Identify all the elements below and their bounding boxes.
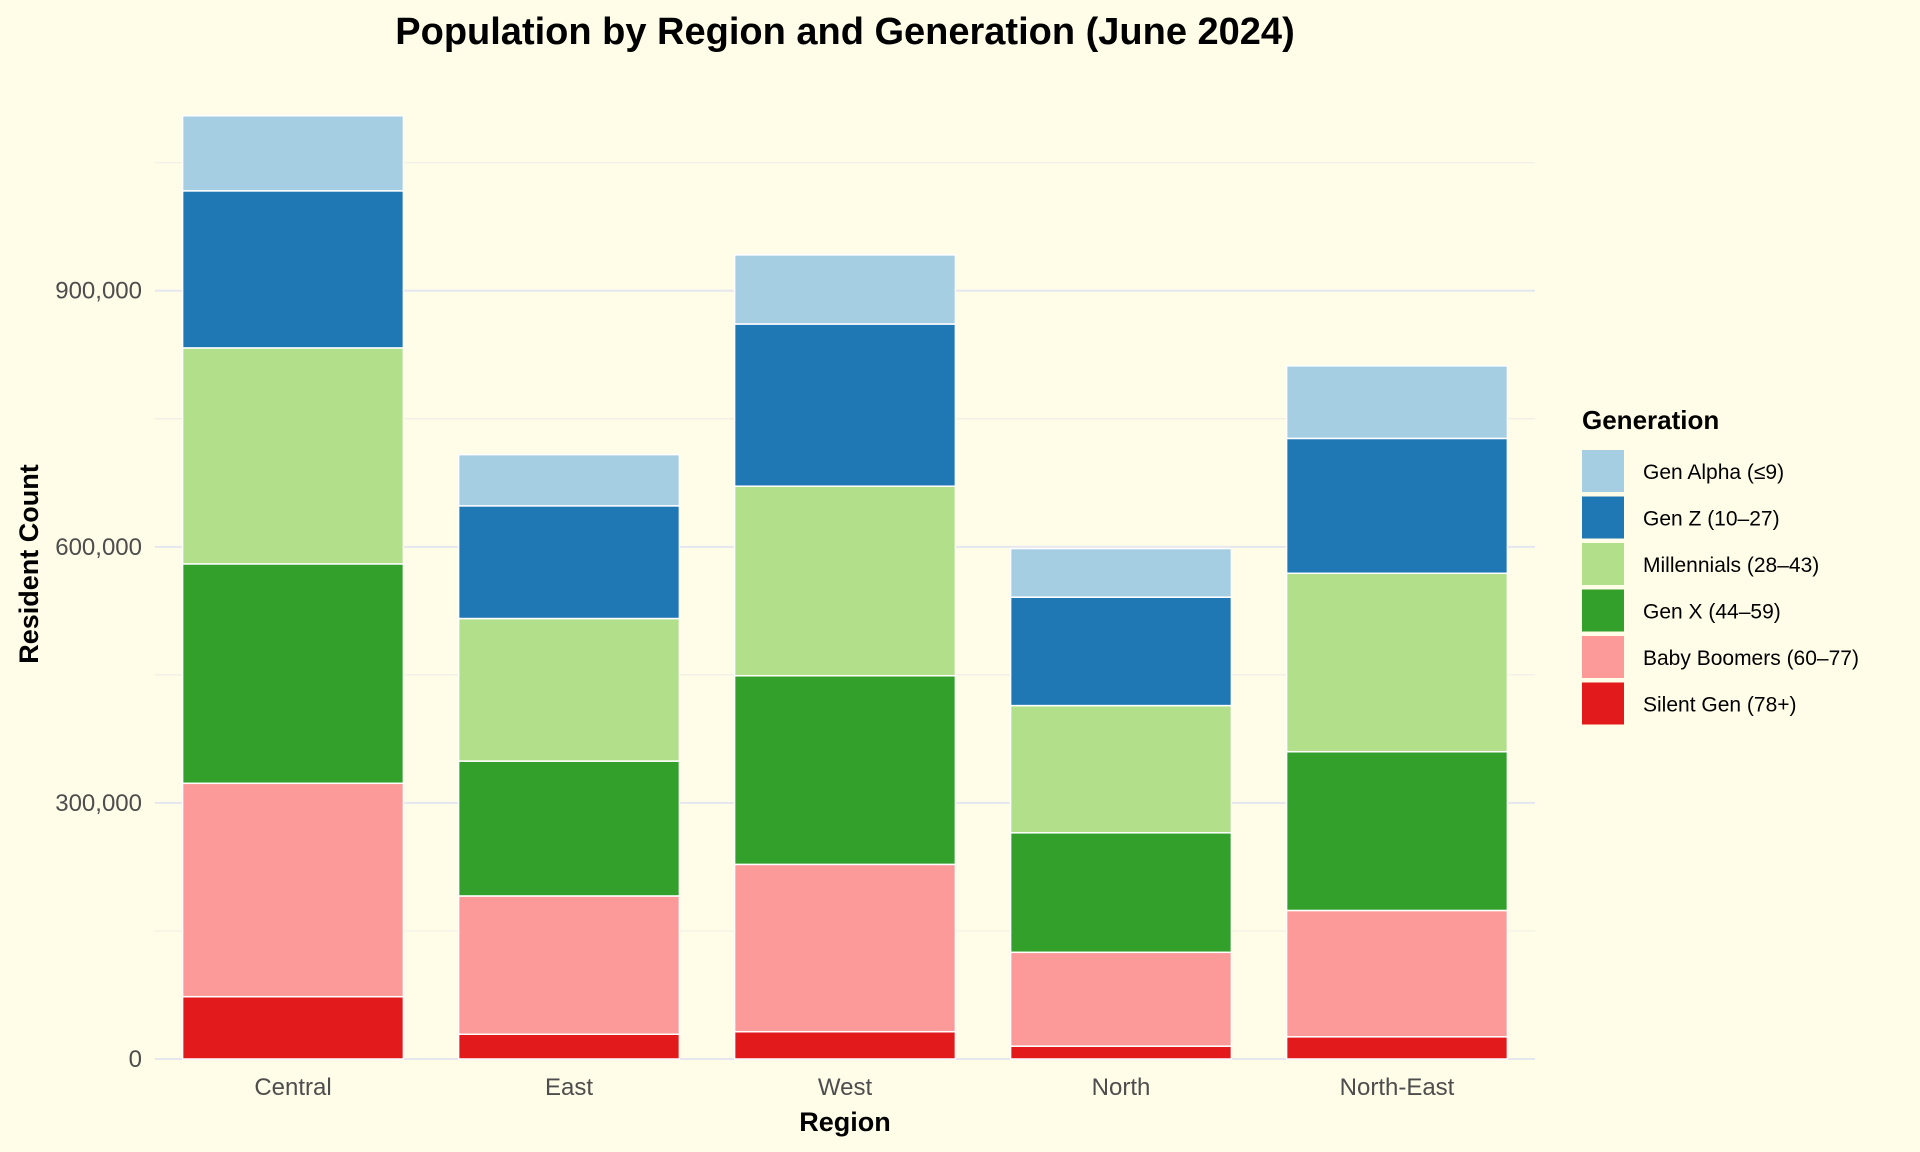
bar-segment bbox=[1009, 596, 1233, 707]
bar-stack-central bbox=[181, 114, 405, 1060]
y-tick-label: 900,000 bbox=[55, 278, 142, 305]
bar-segment bbox=[1285, 572, 1509, 753]
bar-segment bbox=[1009, 1045, 1233, 1060]
bar-segment bbox=[1285, 437, 1509, 575]
legend-swatch bbox=[1582, 589, 1624, 632]
chart-title: Population by Region and Generation (Jun… bbox=[395, 11, 1294, 53]
x-axis-ticks: Central East West North North-East bbox=[254, 1074, 1454, 1101]
legend-item: Gen Z (10–27) bbox=[1582, 496, 1780, 539]
legend-item: Millennials (28–43) bbox=[1582, 543, 1819, 585]
bar-segment bbox=[181, 995, 405, 1060]
bar-segment bbox=[1009, 704, 1233, 834]
bar-segment bbox=[1285, 1036, 1509, 1060]
x-tick-label: West bbox=[818, 1074, 873, 1101]
bar-segment bbox=[733, 485, 957, 677]
legend-label: Millennials (28–43) bbox=[1643, 554, 1819, 577]
legend-label: Baby Boomers (60–77) bbox=[1643, 647, 1859, 670]
x-tick-label: Central bbox=[254, 1074, 331, 1101]
bar-segment bbox=[181, 563, 405, 785]
bar-segment bbox=[181, 190, 405, 349]
y-axis-title: Resident Count bbox=[14, 464, 44, 664]
x-tick-label: North bbox=[1092, 1074, 1151, 1101]
x-tick-label: East bbox=[545, 1074, 593, 1101]
bar-segment bbox=[181, 347, 405, 565]
bar-segment bbox=[733, 1030, 957, 1060]
bar-stack-north bbox=[1009, 547, 1233, 1060]
legend: Generation Gen Alpha (≤9) Gen Z (10–27) Mi… bbox=[1582, 405, 1859, 725]
legend-item: Gen Alpha (≤9) bbox=[1582, 450, 1784, 492]
bar-segment bbox=[1009, 547, 1233, 598]
bar-segment bbox=[181, 114, 405, 192]
bar-segment bbox=[457, 1033, 681, 1060]
bar-segment bbox=[181, 782, 405, 998]
y-axis-ticks: 0 300,000 600,000 900,000 bbox=[55, 278, 142, 1073]
bar-segment bbox=[733, 323, 957, 487]
x-axis-title: Region bbox=[799, 1107, 891, 1137]
bar-segment bbox=[457, 505, 681, 620]
bar-stack-east bbox=[457, 453, 681, 1060]
bar-segment bbox=[733, 674, 957, 866]
bar-stack-west bbox=[733, 254, 957, 1060]
bar-segment bbox=[1009, 951, 1233, 1047]
bar-segment bbox=[457, 453, 681, 507]
legend-swatch bbox=[1582, 543, 1624, 585]
bar-segment bbox=[1009, 832, 1233, 954]
legend-label: Gen X (44–59) bbox=[1643, 601, 1781, 624]
bar-segment bbox=[733, 863, 957, 1033]
legend-swatch bbox=[1582, 496, 1624, 539]
bar-segment bbox=[1285, 909, 1509, 1038]
bar-segment bbox=[1285, 750, 1509, 912]
legend-item: Baby Boomers (60–77) bbox=[1582, 636, 1859, 678]
legend-title: Generation bbox=[1582, 405, 1719, 435]
bar-segment bbox=[1285, 365, 1509, 440]
legend-label: Gen Alpha (≤9) bbox=[1643, 461, 1784, 484]
bar-segment bbox=[733, 254, 957, 325]
legend-swatch bbox=[1582, 450, 1624, 492]
bars bbox=[181, 114, 1509, 1060]
legend-item: Silent Gen (78+) bbox=[1582, 682, 1797, 725]
x-tick-label: North-East bbox=[1340, 1074, 1455, 1101]
bar-segment bbox=[457, 617, 681, 762]
legend-swatch bbox=[1582, 682, 1624, 725]
y-tick-label: 300,000 bbox=[55, 790, 142, 817]
legend-swatch bbox=[1582, 636, 1624, 678]
y-tick-label: 0 bbox=[129, 1046, 142, 1073]
bar-segment bbox=[457, 760, 681, 897]
legend-label: Silent Gen (78+) bbox=[1643, 694, 1797, 717]
y-tick-label: 600,000 bbox=[55, 534, 142, 561]
bar-stack-north-east bbox=[1285, 365, 1509, 1060]
bar-segment bbox=[457, 895, 681, 1035]
legend-label: Gen Z (10–27) bbox=[1643, 508, 1780, 531]
legend-item: Gen X (44–59) bbox=[1582, 589, 1781, 632]
